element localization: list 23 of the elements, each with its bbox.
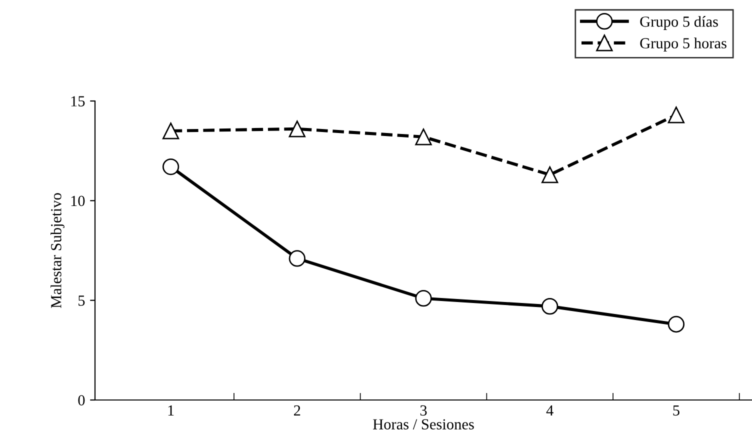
x-tick-label: 4 bbox=[546, 405, 554, 416]
point bbox=[542, 298, 558, 315]
point bbox=[415, 128, 432, 146]
point bbox=[288, 120, 306, 138]
y-axis-title: Malestar Subjetivo bbox=[50, 193, 64, 308]
point bbox=[162, 158, 180, 176]
legend-label: Grupo 5 días bbox=[640, 16, 718, 30]
point bbox=[542, 166, 558, 184]
y-tick-label: 5 bbox=[78, 296, 85, 306]
legend-label: Grupo 5 horas bbox=[640, 38, 726, 52]
y-tick-label: 0 bbox=[78, 395, 85, 406]
point bbox=[668, 106, 685, 124]
x-tick-label: 2 bbox=[294, 405, 300, 416]
point bbox=[415, 290, 432, 307]
y-tick-label: 10 bbox=[71, 196, 85, 206]
x-tick-label: 5 bbox=[673, 405, 680, 416]
x-tick-label: 3 bbox=[420, 405, 427, 416]
x-axis-title: Horas / Sesiones bbox=[373, 419, 474, 430]
point bbox=[668, 316, 685, 333]
y-tick-label: 15 bbox=[71, 96, 85, 106]
x-tick-label: 1 bbox=[168, 405, 174, 416]
point bbox=[162, 122, 180, 140]
point bbox=[288, 250, 306, 267]
